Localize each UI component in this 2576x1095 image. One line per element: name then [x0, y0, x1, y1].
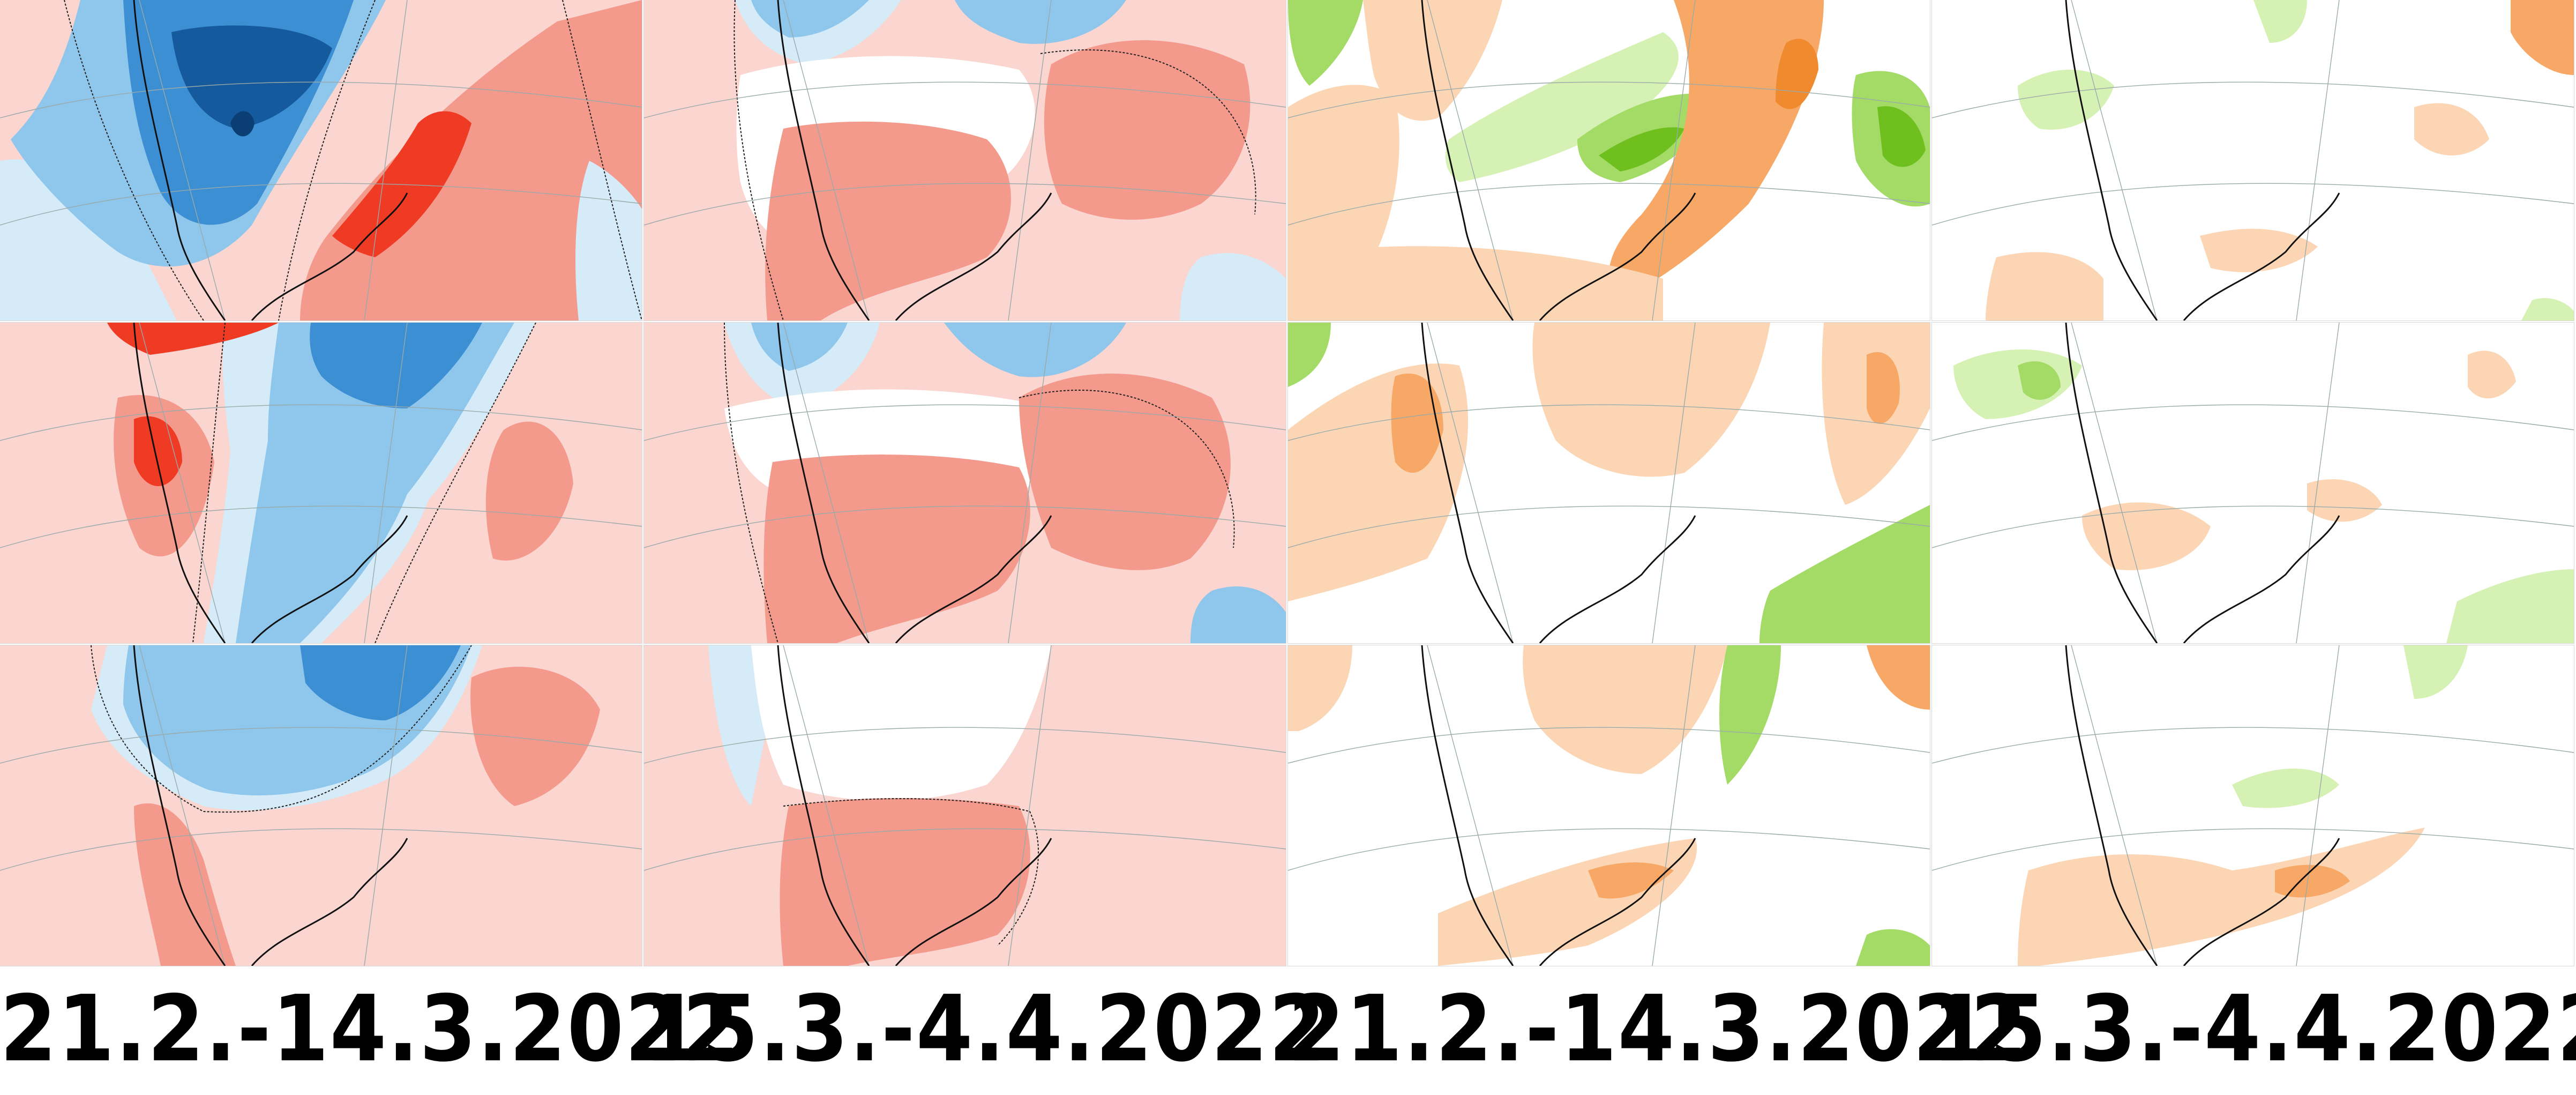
temperature-anomaly-map — [644, 0, 1286, 321]
map-grid — [0, 0, 2574, 966]
date-range-label-2: 15.3.-4.4.2022 — [644, 975, 1327, 1082]
date-range-label-1: 21.2.-14.3.2022 — [0, 975, 740, 1082]
map-panel-c4-r3 — [1931, 645, 2574, 966]
map-panel-c1-r2 — [0, 322, 642, 644]
map-panel-c2-r1 — [643, 0, 1286, 321]
map-panel-c3-r2 — [1287, 322, 1930, 644]
date-range-label-4: 15.3.-4.4.2022 — [1932, 975, 2576, 1082]
precipitation-anomaly-map — [1932, 323, 2574, 643]
precipitation-anomaly-map — [1932, 0, 2574, 321]
map-panel-c3-r1 — [1287, 0, 1930, 321]
map-panel-c1-r3 — [0, 645, 642, 966]
precipitation-anomaly-map — [1288, 323, 1930, 643]
map-panel-c4-r2 — [1931, 322, 2574, 644]
precipitation-anomaly-map — [1288, 645, 1930, 966]
map-panel-c3-r3 — [1287, 645, 1930, 966]
temperature-anomaly-map — [0, 0, 642, 321]
date-range-label-3: 21.2.-14.3.2022 — [1288, 975, 2028, 1082]
map-panel-c2-r2 — [643, 322, 1286, 644]
map-panel-c1-r1 — [0, 0, 642, 321]
temperature-anomaly-map — [0, 323, 642, 643]
temperature-anomaly-map — [644, 645, 1286, 966]
map-panel-c2-r3 — [643, 645, 1286, 966]
temperature-anomaly-map — [0, 645, 642, 966]
temperature-anomaly-map — [644, 323, 1286, 643]
map-panel-c4-r1 — [1931, 0, 2574, 321]
precipitation-anomaly-map — [1932, 645, 2574, 966]
precipitation-anomaly-map — [1288, 0, 1930, 321]
